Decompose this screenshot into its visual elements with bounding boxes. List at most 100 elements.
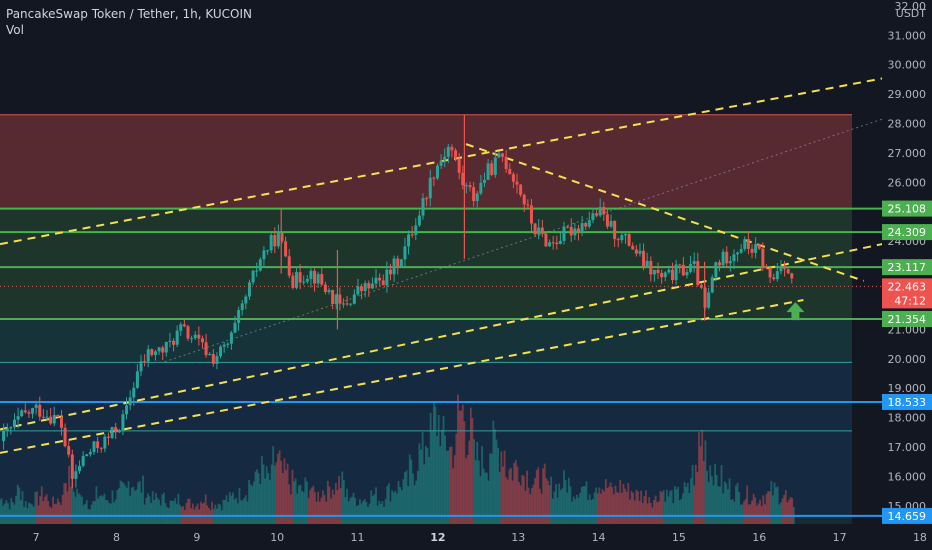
volume-bar bbox=[139, 481, 141, 524]
volume-bar bbox=[685, 487, 687, 524]
volume-bar bbox=[682, 494, 684, 524]
volume-bar bbox=[205, 494, 207, 524]
volume-bar bbox=[788, 500, 790, 524]
volume-bar bbox=[635, 490, 637, 524]
candle-body bbox=[581, 223, 584, 232]
candle-body bbox=[288, 256, 291, 275]
volume-bar bbox=[54, 504, 56, 524]
volume-bar bbox=[608, 486, 610, 524]
volume-bar bbox=[222, 500, 224, 524]
time-tick-label: 14 bbox=[592, 531, 606, 544]
time-tick-label: 10 bbox=[270, 531, 284, 544]
volume-bar bbox=[513, 463, 515, 524]
level-price-label: 24.309 bbox=[888, 226, 927, 239]
candle-body bbox=[107, 437, 110, 438]
candle-body bbox=[299, 272, 302, 282]
volume-bar bbox=[304, 477, 306, 524]
volume-bar bbox=[470, 408, 472, 524]
volume-bar bbox=[59, 502, 61, 524]
volume-bar bbox=[557, 498, 559, 524]
volume-bar bbox=[481, 446, 483, 524]
volume-bar bbox=[623, 484, 625, 524]
volume-bar bbox=[113, 502, 115, 524]
candle-body bbox=[328, 290, 331, 292]
volume-bar bbox=[25, 501, 27, 524]
volume-bar bbox=[724, 481, 726, 524]
candle-body bbox=[747, 239, 750, 249]
candle-body bbox=[194, 335, 197, 338]
candle-body bbox=[469, 185, 472, 187]
candle-body bbox=[38, 405, 41, 417]
candle-body bbox=[136, 371, 139, 388]
volume-bar bbox=[759, 500, 761, 524]
candle-body bbox=[129, 397, 132, 405]
volume-bar bbox=[717, 486, 719, 524]
volume-bar bbox=[545, 478, 547, 524]
volume-bar bbox=[314, 492, 316, 524]
volume-bar bbox=[611, 487, 613, 524]
candle-body bbox=[776, 271, 779, 279]
volume-bar bbox=[428, 457, 430, 524]
volume-bar bbox=[560, 490, 562, 524]
volume-bar bbox=[211, 502, 213, 524]
candle-body bbox=[208, 354, 211, 355]
volume-bar bbox=[777, 487, 779, 524]
candle-body bbox=[678, 264, 681, 265]
candle-body bbox=[454, 150, 457, 158]
candle-body bbox=[273, 235, 276, 246]
volume-bar bbox=[528, 488, 530, 524]
candle-body bbox=[479, 183, 482, 194]
volume-bar bbox=[192, 503, 194, 524]
candle-body bbox=[241, 303, 244, 310]
volume-bar bbox=[390, 501, 392, 524]
candle-body bbox=[447, 147, 450, 157]
volume-bar bbox=[218, 504, 220, 524]
candle-body bbox=[530, 205, 533, 223]
candle-body bbox=[2, 431, 5, 441]
candle-body bbox=[49, 417, 52, 424]
candle-body bbox=[624, 234, 627, 235]
volume-bar bbox=[296, 493, 298, 524]
volume-bar bbox=[12, 502, 14, 524]
volume-bar bbox=[653, 500, 655, 524]
volume-bar bbox=[163, 493, 165, 524]
candle-body bbox=[27, 412, 30, 413]
candle-body bbox=[302, 282, 305, 283]
candle-body bbox=[505, 157, 508, 169]
level-price-label: 25.108 bbox=[888, 203, 927, 216]
volume-bar bbox=[533, 485, 535, 524]
volume-bar bbox=[134, 491, 136, 524]
volume-bar bbox=[589, 494, 591, 524]
candle-body bbox=[223, 345, 226, 347]
volume-bar bbox=[361, 503, 363, 524]
candle-body bbox=[526, 204, 529, 205]
candle-body bbox=[67, 446, 70, 454]
candle-body bbox=[42, 417, 45, 418]
candle-body bbox=[100, 448, 103, 449]
volume-bar bbox=[79, 495, 81, 524]
volume-bar bbox=[116, 490, 118, 524]
volume-bar bbox=[73, 492, 75, 524]
volume-bar bbox=[378, 501, 380, 524]
volume-bar bbox=[22, 491, 24, 524]
volume-bar bbox=[124, 486, 126, 524]
volume-bar bbox=[284, 458, 286, 524]
candle-body bbox=[324, 285, 327, 292]
volume-bar bbox=[386, 486, 388, 524]
volume-bar bbox=[221, 510, 223, 524]
candle-body bbox=[566, 227, 569, 228]
volume-bar bbox=[303, 492, 305, 524]
volume-indicator-label[interactable]: Vol bbox=[6, 22, 252, 38]
symbol-title[interactable]: PancakeSwap Token / Tether, 1h, KUCOIN bbox=[6, 6, 252, 22]
time-tick-label: 9 bbox=[193, 531, 200, 544]
volume-bar bbox=[562, 488, 564, 524]
volume-bar bbox=[741, 504, 743, 524]
volume-bar bbox=[468, 441, 470, 524]
volume-bar bbox=[30, 504, 32, 524]
volume-bar bbox=[136, 490, 138, 524]
candle-body bbox=[758, 244, 761, 248]
volume-bar bbox=[369, 504, 371, 524]
volume-bar bbox=[684, 482, 686, 524]
